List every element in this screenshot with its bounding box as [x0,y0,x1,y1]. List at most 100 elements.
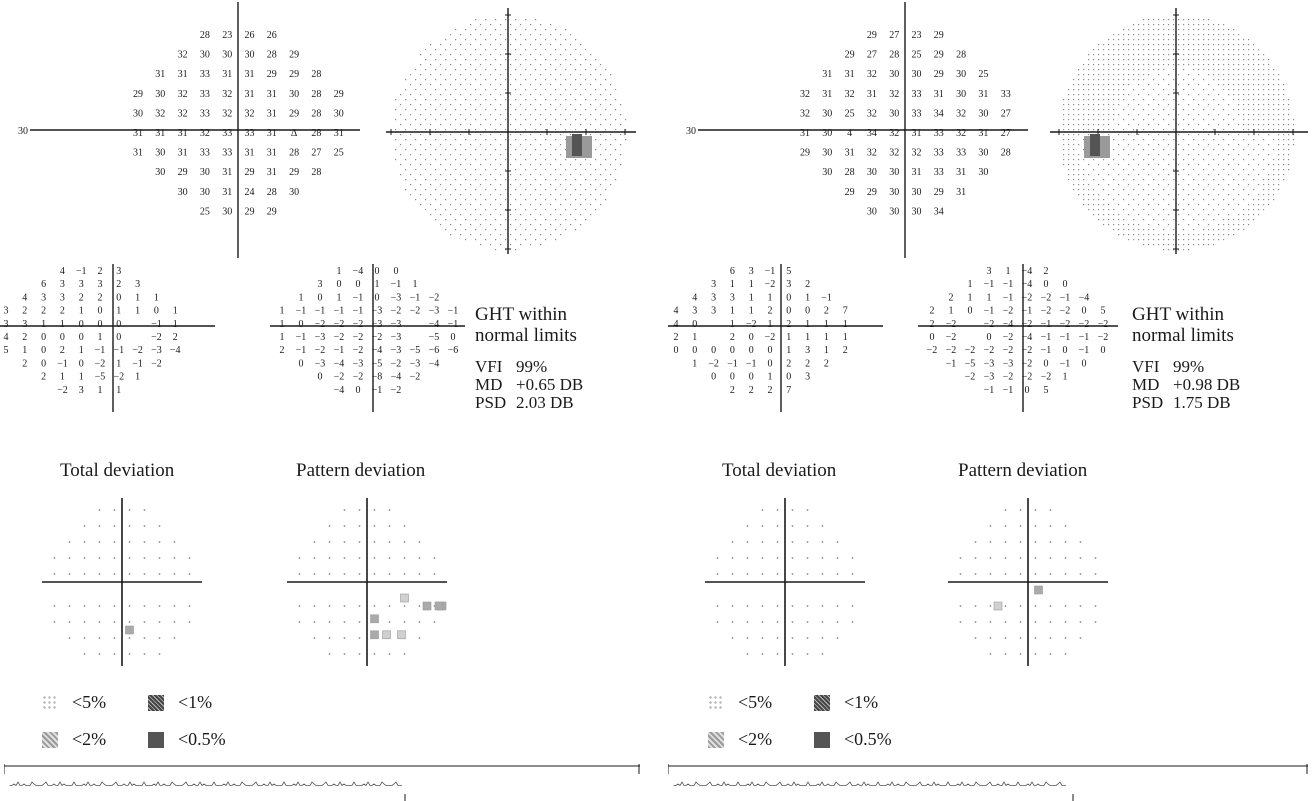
grid-value: 1 [280,306,285,317]
grid-value: −1 [1060,358,1071,369]
prob-dot [974,541,977,543]
grid-value: 1 [749,279,754,290]
grid-value: 2 [930,319,935,330]
prob-dot [776,637,779,639]
grid-value: 0 [968,306,973,317]
prob-dot [1079,637,1082,639]
prob-dot [328,605,331,607]
prob-dot [1019,573,1022,575]
grid-value: 1 [135,372,140,383]
prob-dot [53,605,56,607]
prob-dot [1019,637,1022,639]
grid-value: 1 [41,319,46,330]
prob-dot [821,637,824,639]
prob-dot [98,605,101,607]
grid-value: −1 [372,385,383,396]
grid-value: 1 [173,306,178,317]
grid-value: 30 [912,206,922,217]
prob-dot [403,605,406,607]
grid-value: 30 [822,128,832,139]
grid-value: 23 [222,30,232,41]
prob-dot [328,637,331,639]
grid-value: 29 [245,167,255,178]
grid-value: 33 [200,148,210,159]
prob-dot [113,541,116,543]
prob-dot [313,621,316,623]
stat-vfi: VFI 99% [1132,357,1205,376]
prob-dot [158,573,161,575]
grid-value: 31 [267,148,277,159]
grid-value: 1 [60,372,65,383]
grid-value: 27 [311,148,321,159]
grid-value: 30 [822,167,832,178]
grid-value: 30 [867,167,877,178]
grid-value: −1 [984,306,995,317]
grid-value: −2 [391,306,402,317]
grid-value: 1 [135,306,140,317]
grid-value: 0 [1101,345,1106,356]
grid-value: 31 [245,148,255,159]
grid-value: Δ [291,128,298,139]
grid-value: 1 [843,319,848,330]
grid-value: 29 [934,69,944,80]
prob-dot [98,621,101,623]
grid-value: 31 [178,69,188,80]
probability-05-icon [148,731,164,748]
grid-value: 0 [768,345,773,356]
grid-value: −1 [1003,385,1014,396]
grid-value: 30 [956,89,966,100]
grid-value: −1 [296,345,307,356]
grid-value: 30 [978,108,988,119]
grid-value: 1 [98,332,103,343]
grid-value: 1 [154,292,159,303]
grid-value: 2 [730,332,735,343]
grid-value: 2 [98,292,103,303]
grid-value: 3 [41,292,46,303]
grid-value: −2 [1003,345,1014,356]
grid-value: −2 [391,358,402,369]
grid-value: 1 [786,332,791,343]
grid-value: 0 [116,319,121,330]
grid-value: 28 [311,128,321,139]
total-deviation-plot: 6 3 −1 5 3 1 1 −2 3 2 4 3 3 1 1 0 1 −1 4 3 3 1 1 2 0 0 2 7 4 0 1 −2 1 2 1 1… [668,264,883,412]
prob-dot [1049,637,1052,639]
prob-dot [1004,541,1007,543]
grid-value: 0 [730,372,735,383]
grid-value: 2 [173,332,178,343]
prob-dot [1004,637,1007,639]
prob-dot [358,621,361,623]
stat-vfi: VFI 99% [475,357,548,376]
grid-value: −1 [984,385,995,396]
grid-value: 0 [1025,385,1030,396]
prob-dot [974,637,977,639]
prob-dot [128,509,131,511]
prob-dot [158,525,161,527]
grid-value: 29 [289,50,299,61]
grid-value: 2 [786,319,791,330]
grid-value: 0 [318,292,323,303]
grid-value: 33 [934,148,944,159]
grid-value: −3 [315,358,326,369]
prob-dot [418,541,421,543]
grid-value: 28 [311,89,321,100]
grid-value: −2 [391,385,402,396]
prob-dot [1019,509,1022,511]
prob-dot [776,509,779,511]
prob-dot [821,653,824,655]
prob-dot [851,557,854,559]
grid-value: −2 [151,358,162,369]
grid-value: −2 [1003,332,1014,343]
grid-value: −4 [391,372,402,383]
grid-value: −6 [429,345,440,356]
grid-value: 0 [692,345,697,356]
grid-value: 3 [98,279,103,290]
grid-value: −2 [1003,306,1014,317]
prob-dot [113,621,116,623]
grid-value: 30 [178,187,188,198]
prob-dot [806,605,809,607]
grid-value: 0 [356,279,361,290]
grid-value: 1 [805,292,810,303]
stat-md: MD +0.65 DB [475,375,584,394]
prob-dot [989,605,992,607]
grid-value: 31 [245,89,255,100]
